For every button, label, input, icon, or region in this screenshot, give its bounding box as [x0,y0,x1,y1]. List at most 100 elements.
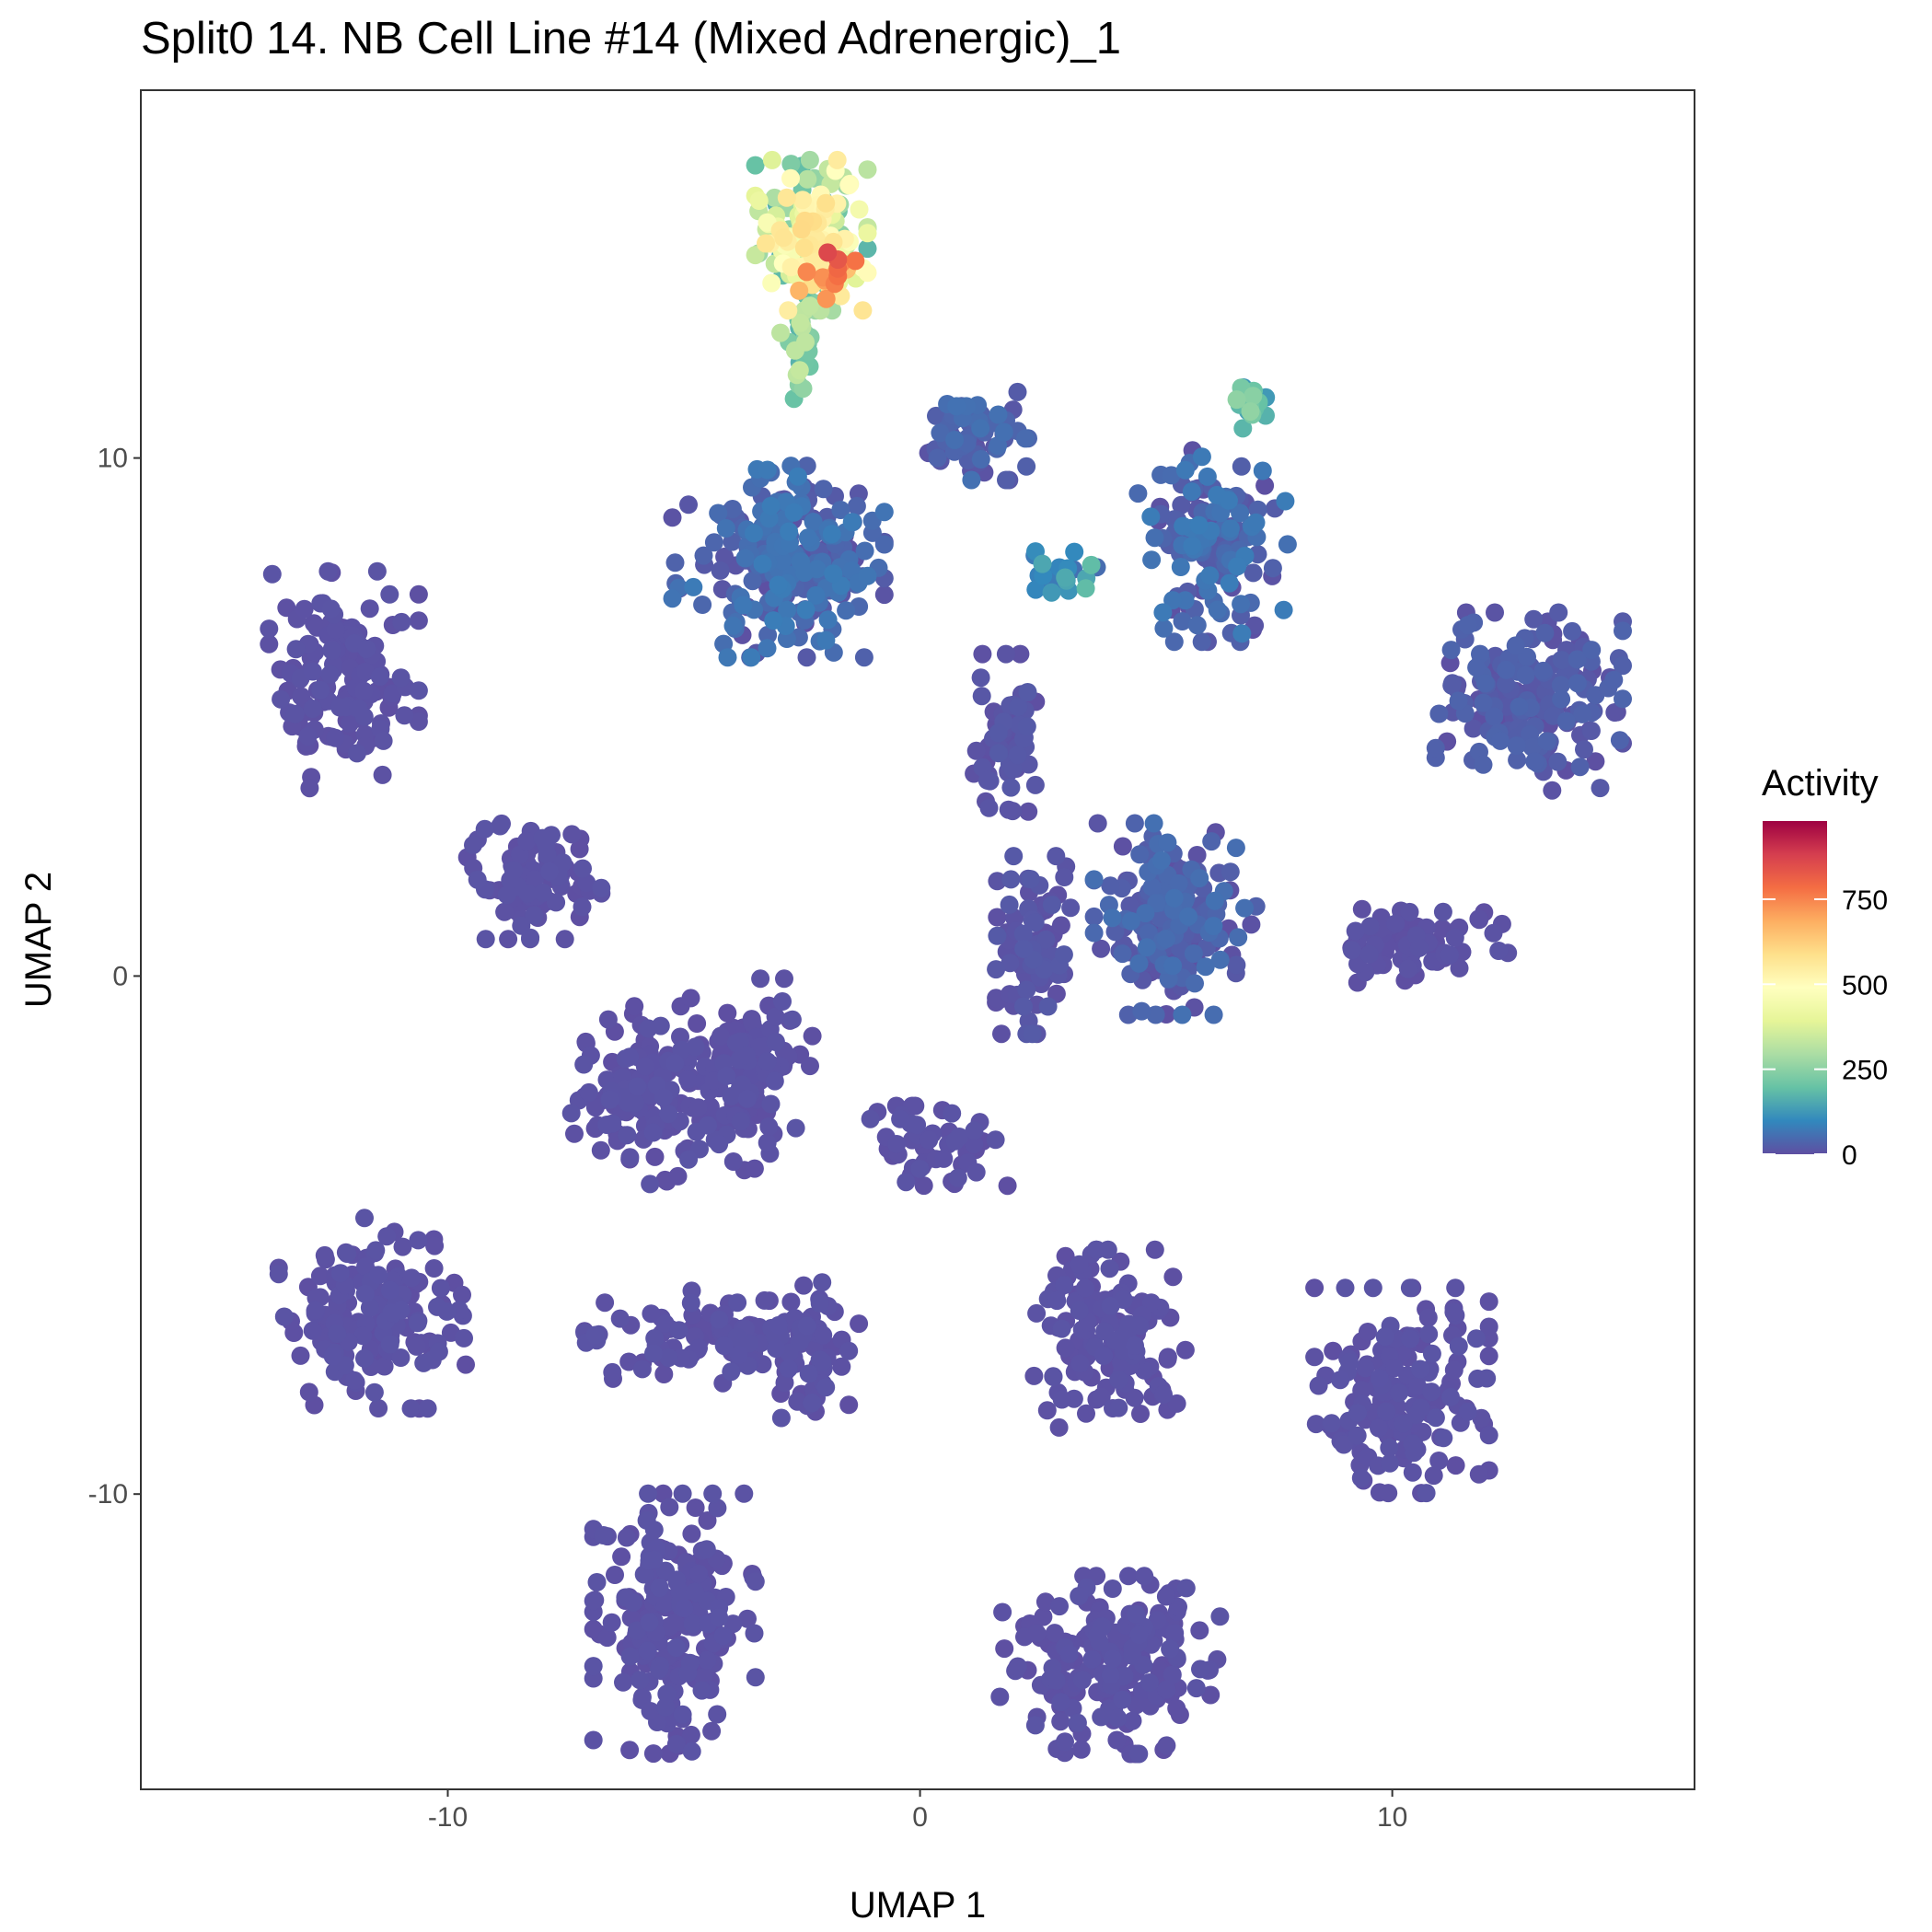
data-point [1537,732,1556,751]
data-point [920,1130,939,1150]
data-point [934,1149,954,1168]
data-point [800,296,819,316]
data-point [663,508,682,527]
data-point [1422,1382,1441,1402]
data-point [665,1054,685,1072]
data-point [380,1335,399,1354]
data-point [369,1266,388,1285]
data-point [813,1352,832,1371]
data-point [1466,1329,1486,1348]
data-point [1491,731,1510,750]
data-point [1441,1387,1460,1406]
data-point [1429,704,1449,723]
data-point [1556,711,1576,731]
data-point [635,1057,654,1076]
data-point [1359,944,1379,964]
data-point [786,1118,805,1138]
data-point [1475,674,1495,693]
data-point [1334,1435,1353,1454]
data-point [794,1276,814,1295]
data-point [285,704,305,723]
data-point [1093,1617,1112,1637]
data-point [714,1336,734,1356]
data-point [1342,941,1361,960]
data-point [374,731,393,750]
data-point [858,566,877,585]
data-point [667,1570,687,1590]
data-point [988,872,1007,891]
data-point [617,1528,636,1547]
data-point [1142,550,1162,570]
data-point [1486,603,1504,622]
data-point [409,712,428,731]
data-point [665,1614,685,1632]
data-point [992,1024,1011,1044]
data-point [1227,955,1246,975]
data-point [1144,814,1163,833]
data-point [584,1657,603,1676]
data-point [737,1089,757,1108]
data-point [1568,674,1587,693]
data-point [1070,1255,1089,1274]
data-point [994,422,1013,442]
data-point [1196,957,1215,977]
data-point [345,1371,364,1390]
data-point [761,496,781,515]
data-point [1434,1429,1453,1448]
data-point [766,1033,785,1051]
data-point [1533,661,1553,680]
data-point [699,1116,718,1135]
data-point [1056,1732,1074,1752]
data-point [1141,507,1161,526]
data-point [668,1166,688,1186]
data-point [476,930,495,949]
data-point [618,1093,637,1112]
data-point [989,744,1008,763]
data-point [1516,665,1535,685]
data-point [367,561,387,581]
data-point [999,800,1018,819]
data-point [1056,568,1075,587]
data-point [1145,528,1164,548]
data-point [1015,429,1035,448]
data-point [628,1077,647,1096]
data-point [818,610,838,630]
data-point [858,239,877,259]
legend-title: Activity [1762,763,1879,804]
data-point [1479,1317,1498,1336]
data-point [1253,461,1272,480]
data-point [565,1124,584,1143]
data-point [424,1259,444,1278]
data-point [612,1547,631,1567]
data-point [286,640,306,659]
data-point [1011,644,1030,664]
data-point [858,224,877,243]
data-point [997,470,1015,490]
data-point [1463,719,1483,738]
data-point [610,1309,630,1328]
data-point [1418,1308,1438,1327]
data-point [782,1010,802,1029]
data-point [1092,939,1111,958]
data-point [1103,1579,1122,1598]
data-point [1610,731,1629,750]
data-point [1197,467,1217,486]
data-point [1027,1303,1047,1323]
data-point [1172,495,1191,515]
data-point [475,819,494,839]
data-point [800,150,819,169]
data-point [1449,691,1468,711]
data-point [735,1484,754,1503]
data-point [794,238,814,258]
data-point [657,1684,677,1704]
data-point [1582,641,1602,660]
data-point [1352,1381,1371,1400]
data-point [858,160,877,179]
y-axis: -10 0 10 [88,444,141,1510]
data-point [1024,1366,1044,1385]
data-point [418,1399,437,1418]
data-point [1151,850,1171,870]
data-point [1187,846,1207,864]
data-point [1008,1657,1027,1676]
data-point [1403,1463,1422,1482]
